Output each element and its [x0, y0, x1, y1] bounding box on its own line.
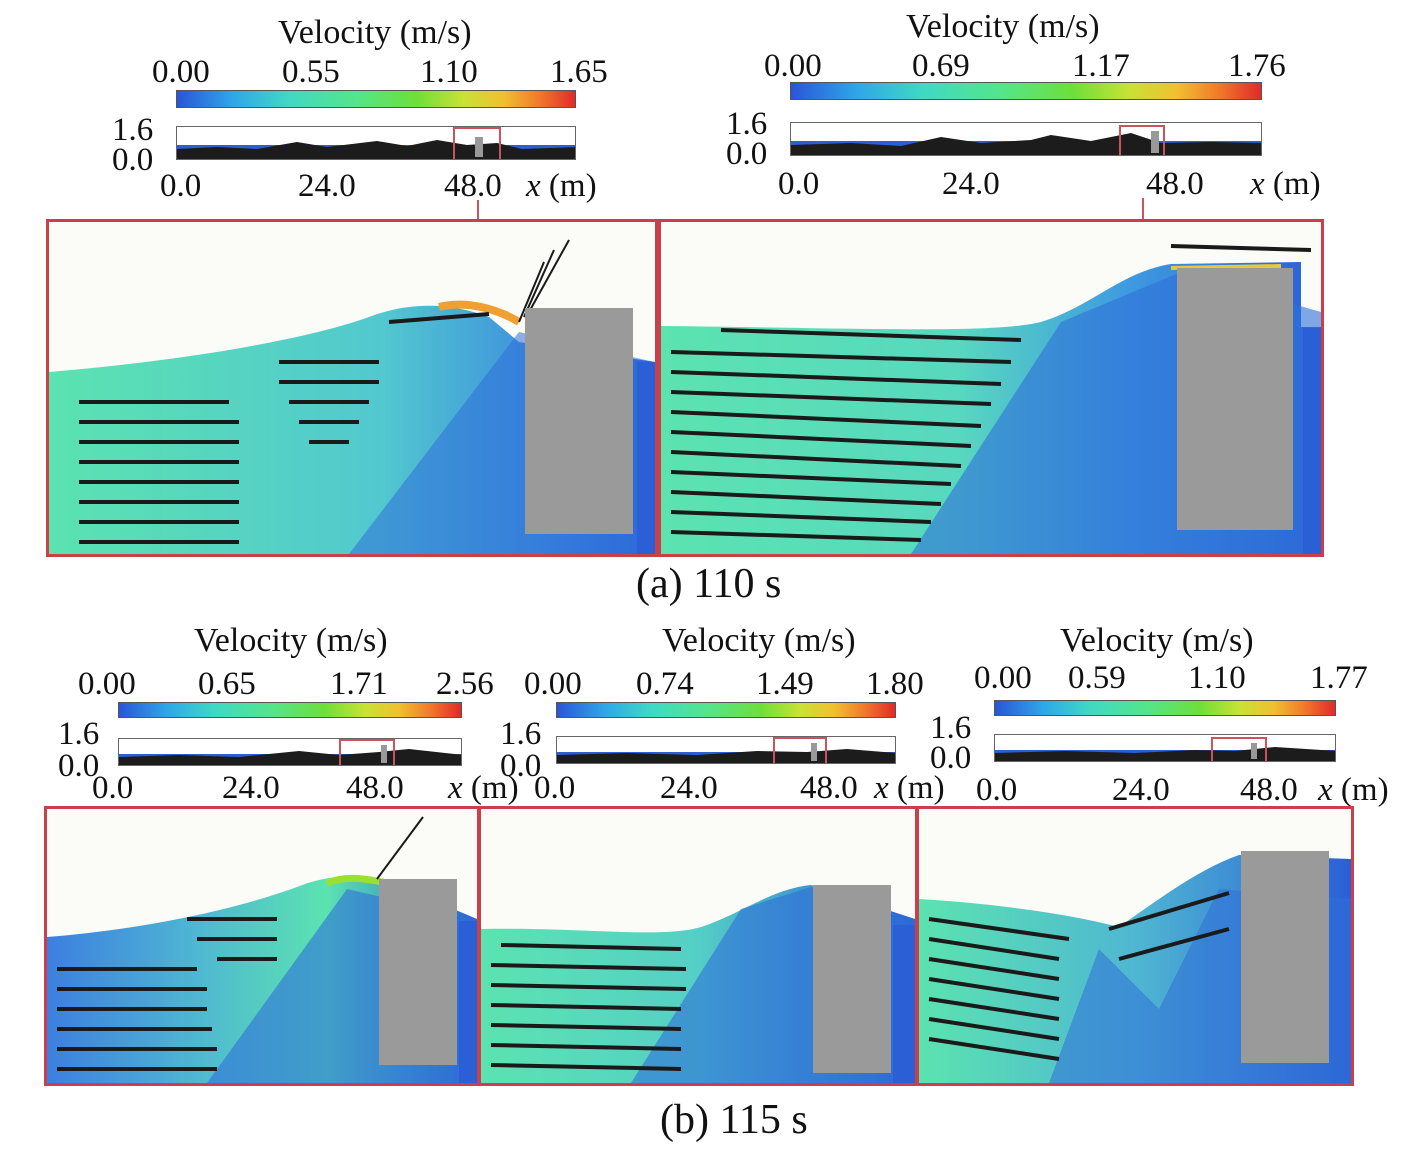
overview-xtick-a2-1: 24.0 — [942, 166, 1000, 202]
overview-xlabel-unit: (m) — [548, 168, 597, 204]
colorbar-tick-b1-2: 1.71 — [330, 666, 388, 702]
overview-xlabel-unit: (m) — [1272, 166, 1321, 202]
colorbar-tick-b3-0: 0.00 — [974, 660, 1032, 696]
overview-ytick-b1-bottom: 0.0 — [58, 748, 100, 784]
overview-strip-b3 — [994, 734, 1336, 762]
overview-xlabel-var: x — [1250, 166, 1265, 202]
overview-xtick-a1-2: 48.0 — [444, 168, 502, 204]
overview-strip-a1 — [176, 126, 576, 160]
overview-ytick-a2-bottom: 0.0 — [726, 136, 768, 172]
overview-xlabel-b1: x (m) — [448, 770, 519, 807]
colorbar-tick-b2-0: 0.00 — [524, 666, 582, 702]
overview-ytick-a1-bottom: 0.0 — [112, 142, 154, 178]
velocity-field-b2 — [481, 809, 915, 1083]
overview-ytick-b2-top: 1.6 — [500, 716, 542, 752]
colorbar-tick-a2-0: 0.00 — [764, 48, 822, 84]
overview-xlabel-unit: (m) — [470, 770, 519, 806]
overview-xtick-b3-0: 0.0 — [976, 772, 1018, 808]
colorbar-tick-a2-1: 0.69 — [912, 48, 970, 84]
colorbar-b2 — [556, 702, 896, 718]
overview-xtick-b2-1: 24.0 — [660, 770, 718, 806]
colorbar-tick-b1-0: 0.00 — [78, 666, 136, 702]
velocity-field-a2 — [661, 222, 1321, 554]
overview-ytick-b3-top: 1.6 — [930, 710, 972, 746]
overview-xtick-b1-1: 24.0 — [222, 770, 280, 806]
colorbar-tick-a2-3: 1.76 — [1228, 48, 1286, 84]
overview-xtick-a1-0: 0.0 — [160, 168, 202, 204]
colorbar-tick-b2-2: 1.49 — [756, 666, 814, 702]
colorbar-b1 — [118, 702, 462, 718]
overview-ytick-b2-bottom: 0.0 — [500, 748, 542, 784]
overview-xlabel-var: x — [874, 770, 889, 806]
overview-xtick-b3-2: 48.0 — [1240, 772, 1298, 808]
colorbar-tick-a1-1: 0.55 — [282, 54, 340, 90]
overview-xtick-b2-0: 0.0 — [534, 770, 576, 806]
overview-ytick-b1-top: 1.6 — [58, 716, 100, 752]
velocity-field-b3 — [919, 809, 1351, 1083]
velocity-field-a1 — [49, 222, 655, 554]
overview-xtick-a2-0: 0.0 — [778, 166, 820, 202]
colorbar-tick-b1-1: 0.65 — [198, 666, 256, 702]
overview-strip-b1 — [118, 738, 462, 766]
overview-xtick-a1-1: 24.0 — [298, 168, 356, 204]
zoom-connector-a1 — [477, 200, 479, 220]
zoom-panel-b2 — [478, 806, 918, 1086]
colorbar-tick-b2-3: 1.80 — [866, 666, 924, 702]
colorbar-title-b1: Velocity (m/s) — [194, 622, 388, 659]
colorbar-title-a2: Velocity (m/s) — [906, 8, 1100, 45]
colorbar-tick-b2-1: 0.74 — [636, 666, 694, 702]
overview-strip-a2 — [790, 122, 1262, 156]
overview-xlabel-var: x — [1318, 772, 1333, 808]
zoom-panel-a1 — [46, 219, 658, 557]
overview-xlabel-a2: x (m) — [1250, 166, 1321, 203]
colorbar-tick-a1-3: 1.65 — [550, 54, 608, 90]
colorbar-tick-a2-2: 1.17 — [1072, 48, 1130, 84]
overview-xtick-b1-0: 0.0 — [92, 770, 134, 806]
colorbar-a2 — [790, 82, 1262, 100]
overview-ytick-a1-top: 1.6 — [112, 112, 154, 148]
overview-xlabel-unit: (m) — [1340, 772, 1389, 808]
overview-xlabel-b3: x (m) — [1318, 772, 1389, 809]
overview-xlabel-var: x — [526, 168, 541, 204]
velocity-field-b1 — [47, 809, 477, 1083]
overview-xtick-b2-2: 48.0 — [800, 770, 858, 806]
overview-strip-b2 — [556, 736, 896, 764]
overview-xlabel-b2: x (m) — [874, 770, 945, 807]
zoom-panel-b3 — [916, 806, 1354, 1086]
colorbar-a1 — [176, 90, 576, 108]
colorbar-title-b2: Velocity (m/s) — [662, 622, 856, 659]
overview-ytick-b3-bottom: 0.0 — [930, 740, 972, 776]
zoom-panel-b1 — [44, 806, 480, 1086]
caption-a: (a) 110 s — [636, 561, 782, 607]
colorbar-title-a1: Velocity (m/s) — [278, 14, 472, 51]
overview-ytick-a2-top: 1.6 — [726, 106, 768, 142]
colorbar-tick-a1-0: 0.00 — [152, 54, 210, 90]
colorbar-tick-b3-1: 0.59 — [1068, 660, 1126, 696]
colorbar-tick-b3-3: 1.77 — [1310, 660, 1368, 696]
overview-xlabel-unit: (m) — [896, 770, 945, 806]
overview-xtick-b1-2: 48.0 — [346, 770, 404, 806]
overview-xtick-b3-1: 24.0 — [1112, 772, 1170, 808]
caption-b: (b) 115 s — [660, 1097, 808, 1143]
colorbar-b3 — [994, 700, 1336, 716]
overview-xlabel-var: x — [448, 770, 463, 806]
colorbar-tick-b3-2: 1.10 — [1188, 660, 1246, 696]
zoom-connector-a2 — [1142, 198, 1144, 220]
overview-xtick-a2-2: 48.0 — [1146, 166, 1204, 202]
zoom-panel-a2 — [658, 219, 1324, 557]
overview-xlabel-a1: x (m) — [526, 168, 597, 205]
colorbar-tick-a1-2: 1.10 — [420, 54, 478, 90]
colorbar-title-b3: Velocity (m/s) — [1060, 622, 1254, 659]
colorbar-tick-b1-3: 2.56 — [436, 666, 494, 702]
